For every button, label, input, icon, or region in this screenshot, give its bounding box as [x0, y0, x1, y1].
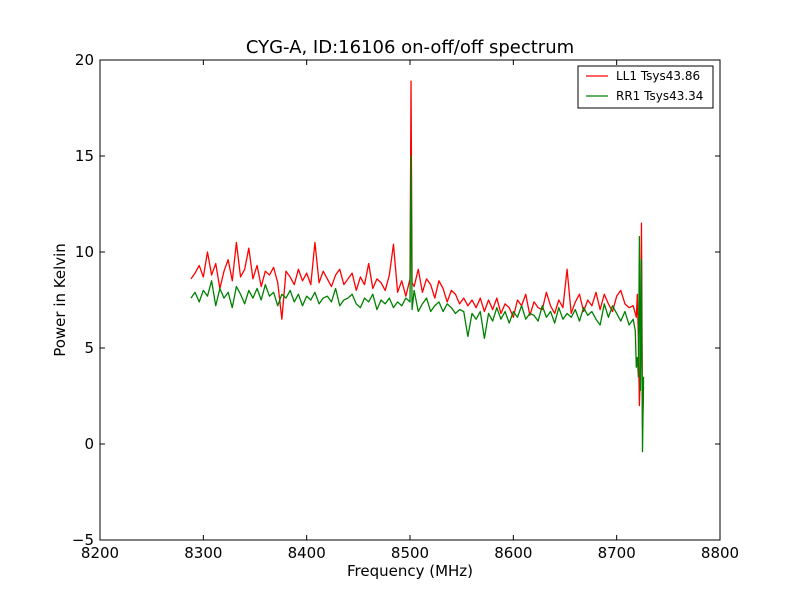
- series-layer: [190, 80, 645, 453]
- x-tick-label: 8500: [391, 544, 429, 562]
- x-tick-label: 8400: [288, 544, 326, 562]
- legend-box: [577, 65, 714, 109]
- x-tick-label: 8700: [598, 544, 636, 562]
- x-tick-label: 8800: [701, 544, 739, 562]
- y-tick-label: −5: [72, 531, 94, 549]
- series-line-rr1: [190, 155, 645, 453]
- legend-label-rr1: RR1 Tsys43.34: [616, 89, 703, 103]
- y-tick-label: 15: [75, 147, 94, 165]
- x-tick-label: 8200: [81, 544, 119, 562]
- y-tick-label: 10: [75, 243, 94, 261]
- y-axis-label: Power in Kelvin: [51, 243, 69, 357]
- x-tick-label: 8600: [494, 544, 532, 562]
- x-tick-label: 8300: [184, 544, 222, 562]
- y-tick-label: 20: [75, 51, 94, 69]
- series-line-ll1: [190, 80, 645, 430]
- y-tick-label: 0: [84, 435, 94, 453]
- chart-title: CYG-A, ID:16106 on-off/off spectrum: [246, 37, 574, 58]
- y-tick-label: 5: [84, 339, 94, 357]
- ticks-layer: 8200 8300 8400 8500 8600 8700 8800 −5 0 5 10 15 20: [72, 51, 739, 562]
- x-axis-label: Frequency (MHz): [347, 562, 473, 580]
- legend-label-ll1: LL1 Tsys43.86: [616, 69, 700, 83]
- legend: LL1 Tsys43.86 RR1 Tsys43.34: [577, 65, 714, 109]
